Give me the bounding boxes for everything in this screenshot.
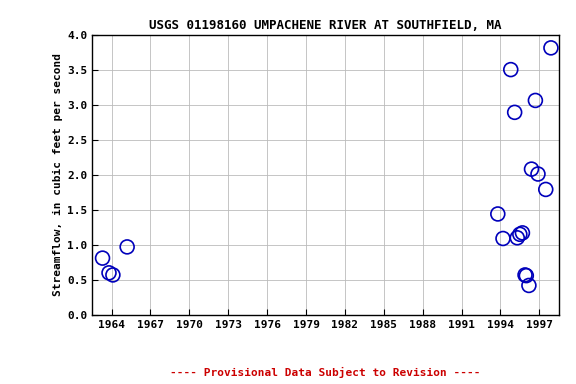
Point [527,166,536,172]
Point [531,98,540,104]
Text: ---- Provisional Data Subject to Revision ----: ---- Provisional Data Subject to Revisio… [170,367,481,378]
Point [524,282,533,288]
Point [522,273,531,279]
Point [493,211,502,217]
Point [506,66,516,73]
Point [108,272,118,278]
Title: USGS 01198160 UMPACHENE RIVER AT SOUTHFIELD, MA: USGS 01198160 UMPACHENE RIVER AT SOUTHFI… [149,19,502,32]
Point [513,235,522,241]
Point [123,244,132,250]
Point [518,230,527,236]
Point [98,255,107,261]
Point [510,109,519,116]
Point [541,186,551,192]
Y-axis label: Streamflow, in cubic feet per second: Streamflow, in cubic feet per second [53,53,63,296]
Point [533,171,543,177]
Point [104,270,113,276]
Point [521,272,530,278]
Point [547,45,556,51]
Point [516,231,525,237]
Point [498,235,507,242]
